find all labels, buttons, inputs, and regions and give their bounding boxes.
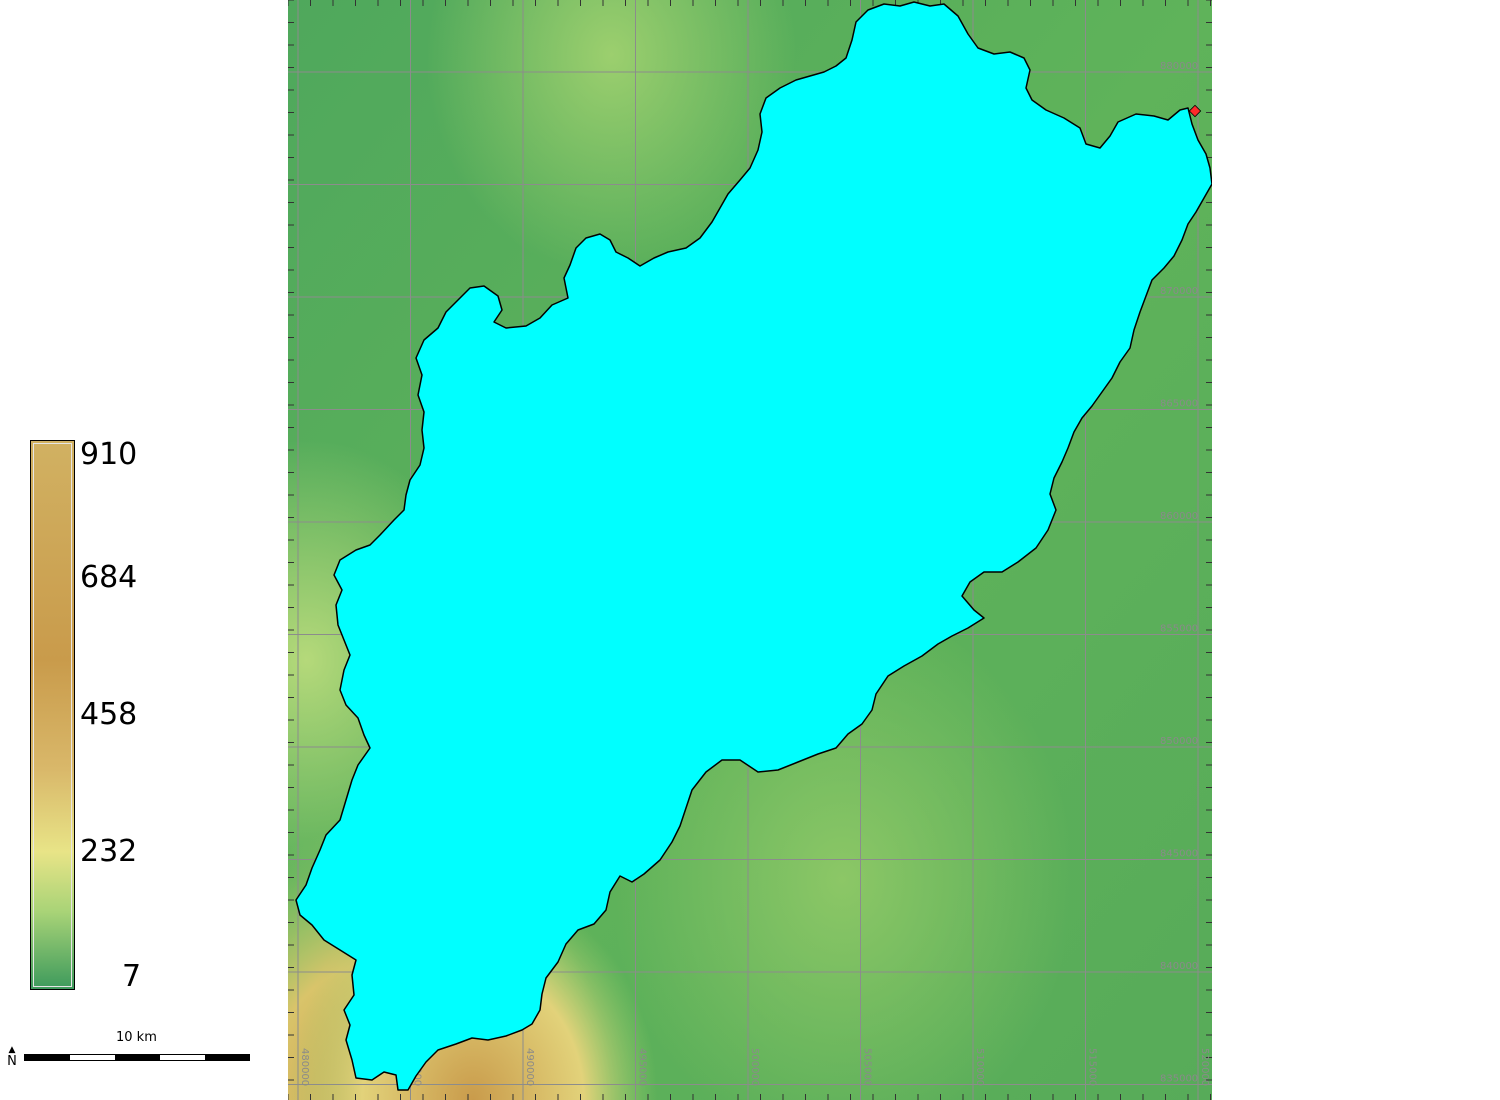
map-canvas[interactable]: 4800004850004900004950005000005050005100… (288, 0, 1212, 1100)
legend-label-max: 910 (80, 437, 138, 472)
grid-label-easting: 520000 (1199, 1048, 1210, 1086)
grid-label-northing: 870000 (1160, 286, 1198, 297)
grid-label-easting: 505000 (862, 1048, 873, 1086)
red-diamond-icon[interactable] (1188, 104, 1202, 118)
grid-label-northing: 850000 (1160, 736, 1198, 747)
scale-bar-segments (24, 1054, 250, 1061)
grid-label-northing: 840000 (1160, 961, 1198, 972)
legend-label-3: 458 (80, 697, 138, 732)
scale-bar: 10 km ▲ N (4, 1030, 254, 1070)
grid-label-easting: 510000 (974, 1048, 985, 1086)
legend-label-2: 684 (80, 560, 138, 595)
legend-color-ramp (33, 443, 72, 987)
grid-label-northing: 865000 (1160, 399, 1198, 410)
scale-label: 10 km (116, 1030, 157, 1045)
grid-label-northing: 860000 (1160, 511, 1198, 522)
north-arrow-icon: ▲ N (7, 1045, 17, 1069)
watershed-basin[interactable] (295, 1, 1212, 1091)
grid-label-easting: 500000 (749, 1048, 760, 1086)
grid-label-easting: 515000 (1087, 1048, 1098, 1086)
grid-label-easting: 490000 (524, 1048, 535, 1086)
grid-label-northing: 835000 (1160, 1074, 1198, 1085)
grid-label-northing: 855000 (1160, 624, 1198, 635)
outlet-marker[interactable] (1188, 104, 1202, 118)
elevation-legend (30, 440, 75, 990)
grid-label-northing: 880000 (1160, 61, 1198, 72)
map-svg: 4800004850004900004950005000005050005100… (288, 0, 1212, 1100)
legend-label-min: 7 (122, 959, 142, 994)
grid-label-northing: 845000 (1160, 849, 1198, 860)
legend-label-4: 232 (80, 834, 138, 869)
grid-label-easting: 495000 (637, 1048, 648, 1086)
north-label: N (7, 1054, 17, 1069)
grid-label-easting: 480000 (299, 1048, 310, 1086)
